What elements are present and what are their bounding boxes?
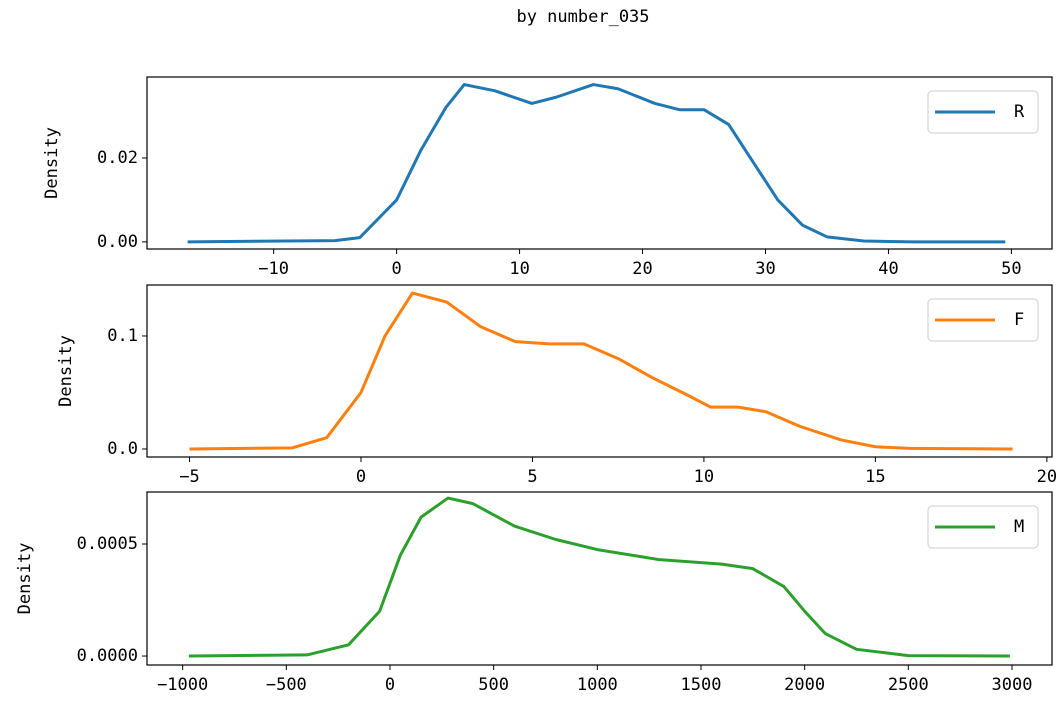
- subplot: −10 0 10 20 30 40 50 0.00 0.02 Density R: [42, 76, 1053, 279]
- x-tick-label: −10: [258, 259, 289, 279]
- x-tick-label: 2500: [888, 675, 929, 695]
- x-tick-label: 500: [478, 675, 509, 695]
- x-tick-label: −1000: [157, 675, 208, 695]
- x-tick-label: 10: [509, 259, 529, 279]
- x-tick-label: 1000: [577, 675, 618, 695]
- plot-area: [147, 285, 1052, 457]
- x-tick-label: 5: [527, 467, 537, 487]
- x-tick-label: 10: [694, 467, 714, 487]
- x-tick-label: 20: [1037, 467, 1057, 487]
- x-tick-label: −5: [179, 467, 199, 487]
- x-tick-label: 20: [632, 259, 652, 279]
- x-tick-label: 3000: [992, 675, 1033, 695]
- subplot: −5 0 5 10 15 20 0.0 0.1 Density F: [56, 284, 1057, 487]
- legend-label: F: [1014, 310, 1024, 330]
- legend-label: M: [1014, 517, 1024, 537]
- plot-area: [147, 77, 1052, 249]
- x-tick-label: 50: [1001, 259, 1021, 279]
- y-tick-label: 0.02: [97, 148, 138, 168]
- axes-frame: [146, 284, 1053, 458]
- x-tick-label: 0: [391, 259, 401, 279]
- x-tick-label: 30: [755, 259, 775, 279]
- x-tick-label: 2000: [784, 675, 825, 695]
- plot-area: [147, 492, 1052, 665]
- axes-frame: [146, 491, 1053, 666]
- y-axis-label: Density: [42, 127, 62, 199]
- figure-title: by number_035: [516, 7, 649, 27]
- x-tick-label: 0: [356, 467, 366, 487]
- x-tick-label: −500: [266, 675, 307, 695]
- density-line: [188, 496, 1010, 658]
- axes-frame: [146, 76, 1053, 250]
- x-tick-label: 15: [865, 467, 885, 487]
- y-tick-label: 0.0005: [77, 534, 138, 554]
- x-tick-label: 0: [385, 675, 395, 695]
- subplot: −1000 −500 0 500 1000 1500 2000 2500 3000 0.0000 0…: [15, 491, 1053, 695]
- density-line: [187, 83, 1006, 244]
- y-axis-label: Density: [15, 543, 35, 615]
- legend-label: R: [1014, 102, 1025, 122]
- y-tick-label: 0.0000: [77, 646, 138, 666]
- x-tick-label: 40: [878, 259, 898, 279]
- y-tick-label: 0.0: [107, 439, 138, 459]
- x-tick-label: 1500: [681, 675, 722, 695]
- density-line: [189, 291, 1013, 451]
- y-axis-label: Density: [56, 335, 76, 407]
- y-tick-label: 0.00: [97, 232, 138, 252]
- y-tick-label: 0.1: [107, 326, 138, 346]
